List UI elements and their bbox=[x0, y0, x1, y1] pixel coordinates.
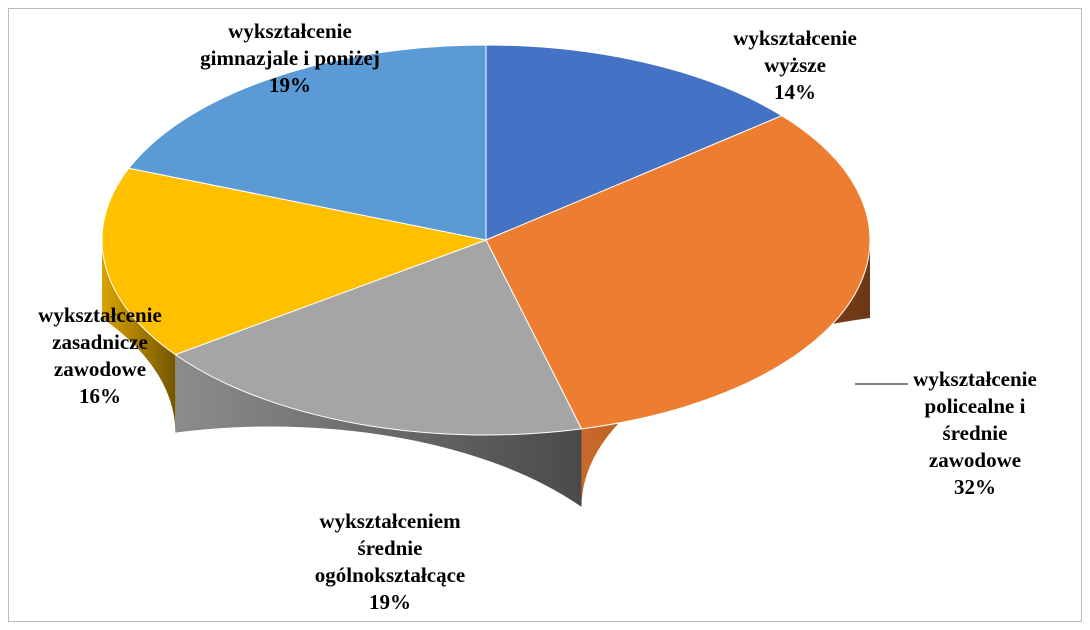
category-label: wykształcenie policealne i średnie zawod… bbox=[913, 367, 1037, 472]
slice bbox=[101, 167, 488, 356]
slice bbox=[485, 44, 783, 241]
data-label: wykształcenie gimnazjale i poniżej 19% bbox=[195, 18, 385, 99]
category-label: wykształcenie wyższe bbox=[733, 26, 857, 77]
data-label: wykształcenie zasadnicze zawodowe 16% bbox=[10, 302, 190, 410]
slice bbox=[485, 115, 871, 430]
value-label: 16% bbox=[79, 384, 121, 408]
slice bbox=[174, 239, 583, 436]
category-label: wykształcenie gimnazjale i poniżej bbox=[200, 19, 380, 70]
data-label: wykształceniem średnie ogólnokształcące 1… bbox=[285, 508, 495, 616]
value-label: 19% bbox=[269, 73, 311, 97]
value-label: 14% bbox=[774, 80, 816, 104]
slice bbox=[128, 44, 487, 241]
data-label: wykształcenie policealne i średnie zawod… bbox=[900, 366, 1050, 501]
value-label: 19% bbox=[369, 590, 411, 614]
category-label: wykształcenie zasadnicze zawodowe bbox=[38, 303, 162, 381]
value-label: 32% bbox=[954, 475, 996, 499]
data-label: wykształcenie wyższe 14% bbox=[705, 25, 885, 106]
category-label: wykształceniem średnie ogólnokształcące bbox=[314, 509, 466, 587]
